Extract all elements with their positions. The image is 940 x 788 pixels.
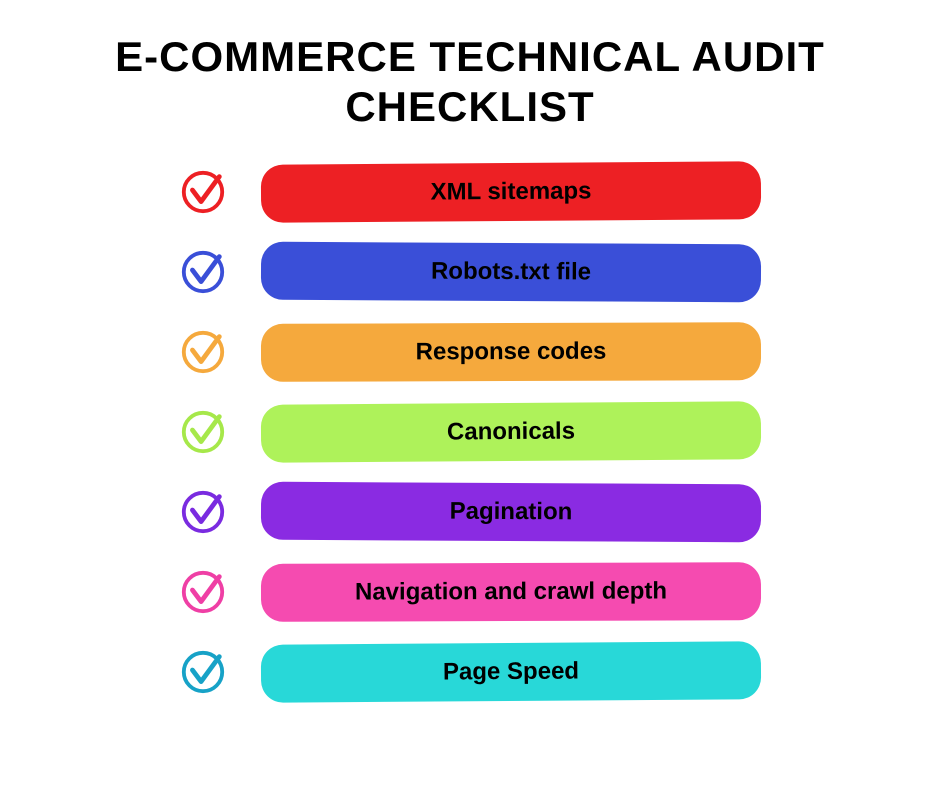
checklist-row: Navigation and crawl depth xyxy=(179,563,761,621)
page-title: E-COMMERCE TECHNICAL AUDIT CHECKLIST xyxy=(0,32,940,133)
checklist-label: XML sitemaps xyxy=(430,177,591,206)
check-icon xyxy=(179,568,227,616)
checklist-label: Canonicals xyxy=(447,417,575,446)
checklist-label: Navigation and crawl depth xyxy=(355,577,667,606)
check-icon xyxy=(179,248,227,296)
checklist-label: Response codes xyxy=(416,337,607,366)
check-icon xyxy=(179,408,227,456)
checklist-pill: Page Speed xyxy=(261,641,761,702)
checklist-label: Page Speed xyxy=(443,657,579,686)
checklist-pill: Pagination xyxy=(261,481,761,542)
check-icon xyxy=(179,488,227,536)
checklist-pill: Navigation and crawl depth xyxy=(261,562,761,622)
checklist-label: Pagination xyxy=(450,497,573,526)
checklist-label: Robots.txt file xyxy=(431,257,591,286)
checklist-pill: Response codes xyxy=(261,322,761,382)
infographic-container: E-COMMERCE TECHNICAL AUDIT CHECKLIST XML… xyxy=(0,0,940,788)
checklist-pill: XML sitemaps xyxy=(261,161,761,222)
checklist-row: XML sitemaps xyxy=(179,163,761,221)
check-icon xyxy=(179,328,227,376)
check-icon xyxy=(179,168,227,216)
checklist-row: Pagination xyxy=(179,483,761,541)
checklist-pill: Canonicals xyxy=(261,401,761,462)
check-icon xyxy=(179,648,227,696)
checklist-row: Robots.txt file xyxy=(179,243,761,301)
checklist-row: Canonicals xyxy=(179,403,761,461)
checklist-row: Page Speed xyxy=(179,643,761,701)
checklist-row: Response codes xyxy=(179,323,761,381)
checklist-pill: Robots.txt file xyxy=(261,241,761,302)
checklist: XML sitemaps Robots.txt file Response co… xyxy=(179,163,761,701)
